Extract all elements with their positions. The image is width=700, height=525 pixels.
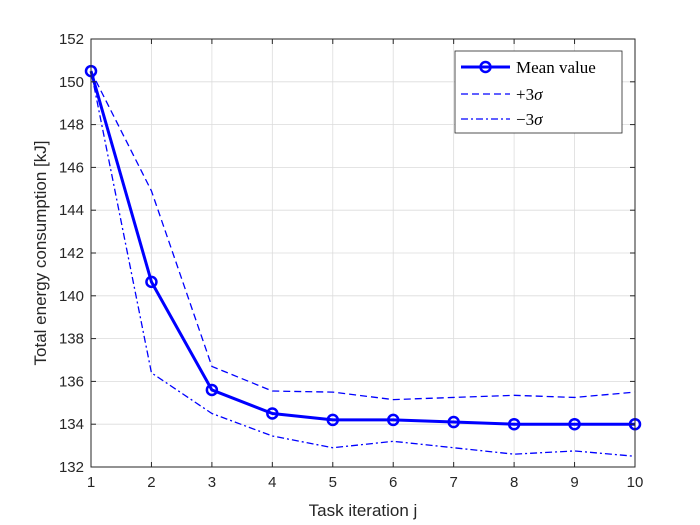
y-tick-label: 140	[59, 288, 84, 305]
x-tick-label: 1	[87, 474, 95, 491]
legend-marker-mean	[479, 60, 492, 74]
x-axis-label: Task iteration j	[309, 501, 418, 520]
x-tick-label: 6	[389, 474, 397, 491]
x-tick-label: 4	[268, 474, 276, 491]
y-axis-label: Total energy consumption [kJ]	[31, 141, 50, 366]
data-point-mean	[447, 415, 460, 429]
legend: Mean value +3σ −3σ	[454, 50, 623, 134]
x-tick-label: 2	[147, 474, 155, 491]
y-tick-label: 134	[59, 416, 84, 433]
ticks	[90, 38, 636, 468]
legend-num-plus: 3	[526, 85, 535, 104]
legend-num-minus: 3	[526, 110, 535, 129]
data-point-mean	[326, 413, 340, 427]
series-layer	[84, 64, 642, 457]
legend-sign-minus: −	[516, 110, 526, 129]
x-tick-label: 5	[329, 474, 337, 491]
series-line-mean	[89, 70, 635, 426]
y-tick-label: 144	[59, 202, 84, 219]
x-tick-label: 8	[510, 474, 518, 491]
data-point-mean	[386, 413, 400, 427]
x-tick-label: 7	[449, 474, 457, 491]
data-point-mean	[507, 417, 521, 431]
legend-label-minus3sigma: −3σ	[516, 110, 543, 129]
x-tick-label: 10	[627, 474, 644, 491]
legend-sym-plus: σ	[534, 85, 543, 104]
y-tick-label: 132	[59, 459, 84, 476]
y-tick-label: 138	[59, 331, 84, 348]
x-tick-label: 3	[208, 474, 216, 491]
x-tick-label: 9	[570, 474, 578, 491]
series-line-plus3sigma	[90, 70, 636, 401]
y-tick-label: 146	[59, 159, 84, 176]
data-point-mean	[205, 383, 219, 397]
y-tick-label: 150	[59, 74, 84, 91]
tick-labels: 1 2 3 4 5 6 7 8 9 10 132 134 136 138 140 142 144 146 148 15…	[59, 31, 643, 491]
data-point-mean	[266, 407, 279, 420]
y-tick-label: 148	[59, 117, 84, 134]
legend-label-plus3sigma: +3σ	[516, 85, 543, 104]
data-point-mean	[568, 417, 581, 431]
y-tick-label: 152	[59, 31, 84, 48]
legend-sym-minus: σ	[534, 110, 543, 129]
y-tick-label: 136	[59, 373, 84, 390]
y-tick-label: 142	[59, 245, 84, 262]
data-point-mean	[145, 275, 158, 289]
legend-sign-plus: +	[516, 85, 526, 104]
legend-label-mean: Mean value	[516, 58, 596, 77]
